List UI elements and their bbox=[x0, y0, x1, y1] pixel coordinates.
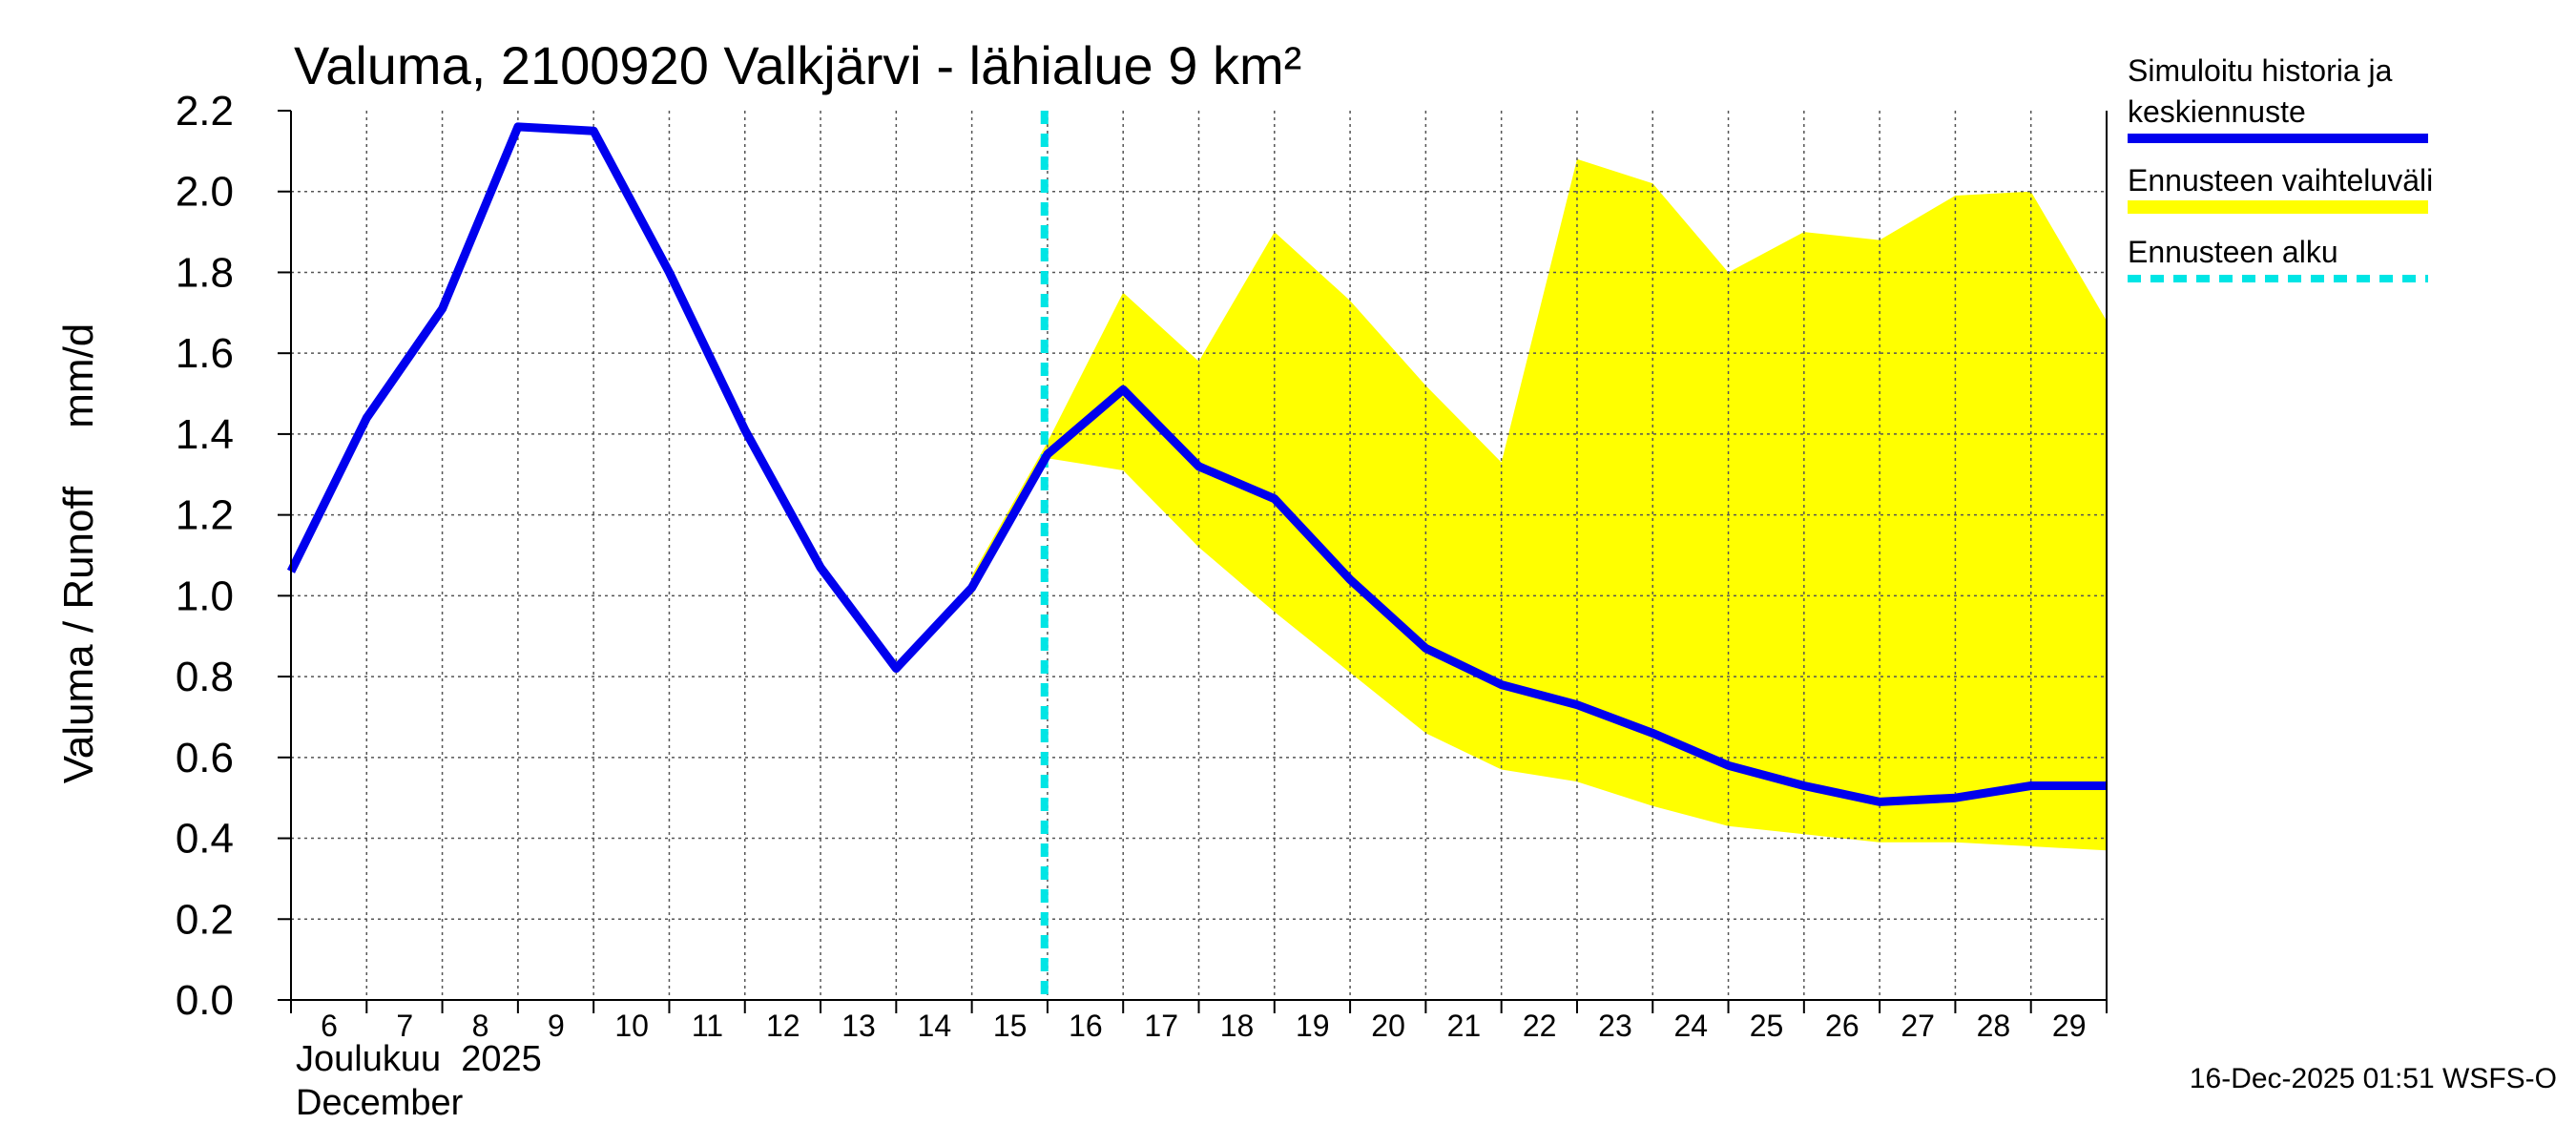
data-point bbox=[895, 667, 898, 670]
y-tick-label: 0.6 bbox=[176, 735, 234, 781]
x-tick-label: 22 bbox=[1523, 1009, 1557, 1043]
y-tick-label: 0.0 bbox=[176, 977, 234, 1024]
x-tick-label: 24 bbox=[1673, 1009, 1708, 1043]
data-point bbox=[592, 130, 595, 133]
x-tick-label: 29 bbox=[2052, 1009, 2087, 1043]
data-point bbox=[516, 125, 519, 128]
x-tick-label: 6 bbox=[321, 1009, 338, 1043]
y-tick-label: 1.6 bbox=[176, 330, 234, 377]
data-point bbox=[1802, 784, 1805, 787]
x-tick-label: 19 bbox=[1296, 1009, 1330, 1043]
y-tick-label: 0.8 bbox=[176, 654, 234, 700]
data-point bbox=[743, 428, 746, 431]
data-point bbox=[1424, 647, 1427, 650]
x-tick-label: 9 bbox=[548, 1009, 565, 1043]
x-tick-label: 16 bbox=[1069, 1009, 1103, 1043]
data-point bbox=[2029, 784, 2032, 787]
month-label-fi: Joulukuu 2025 bbox=[296, 1039, 542, 1079]
x-tick-label: 15 bbox=[993, 1009, 1028, 1043]
legend: Simuloitu historia ja keskiennuste Ennus… bbox=[2128, 53, 2433, 282]
data-point bbox=[1122, 388, 1125, 391]
y-axis-label: Valuma / Runoff mm/d bbox=[55, 323, 102, 784]
data-point bbox=[365, 416, 368, 419]
axes-layer: 0.0 0.2 0.4 0.6 0.8 1.0 1.2 1.4 1.6 1.8 2.0 2.2 6 7 8 9… bbox=[176, 88, 2108, 1043]
y-tick-label: 1.4 bbox=[176, 411, 234, 458]
x-tick-label: 17 bbox=[1144, 1009, 1178, 1043]
y-tick-label: 0.4 bbox=[176, 816, 234, 863]
data-point bbox=[1652, 732, 1654, 735]
grid-layer bbox=[291, 111, 2107, 1000]
y-tick-label: 2.2 bbox=[176, 88, 234, 135]
x-tick-label: 21 bbox=[1447, 1009, 1482, 1043]
data-point bbox=[668, 271, 671, 274]
y-tick-label: 0.2 bbox=[176, 896, 234, 943]
data-point bbox=[820, 566, 822, 569]
y-tick-label: 2.0 bbox=[176, 169, 234, 216]
x-tick-label: 10 bbox=[614, 1009, 649, 1043]
forecast-range-layer bbox=[971, 158, 2107, 851]
month-label-en: December bbox=[296, 1083, 464, 1123]
data-point bbox=[1954, 797, 1957, 800]
x-tick-label: 13 bbox=[841, 1009, 876, 1043]
x-tick-label: 27 bbox=[1901, 1009, 1935, 1043]
data-point bbox=[1197, 465, 1200, 468]
legend-forecast-start-label: Ennusteen alku bbox=[2128, 235, 2338, 269]
x-tick-label: 28 bbox=[1977, 1009, 2011, 1043]
legend-history-label-1: Simuloitu historia ja bbox=[2128, 53, 2393, 88]
data-point bbox=[1575, 703, 1578, 706]
x-tick-label: 25 bbox=[1750, 1009, 1784, 1043]
chart-title: Valuma, 2100920 Valkjärvi - lähialue 9 k… bbox=[294, 35, 1301, 95]
data-point bbox=[970, 586, 973, 589]
x-tick-label: 23 bbox=[1598, 1009, 1632, 1043]
legend-history-label-2: keskiennuste bbox=[2128, 94, 2306, 129]
x-tick-label: 7 bbox=[396, 1009, 413, 1043]
x-tick-label: 18 bbox=[1220, 1009, 1255, 1043]
y-tick-label: 1.2 bbox=[176, 492, 234, 539]
data-point bbox=[1349, 578, 1352, 581]
forecast-range-band bbox=[971, 158, 2107, 851]
y-tick-label: 1.0 bbox=[176, 572, 234, 619]
legend-range-label: Ennusteen vaihteluväli bbox=[2128, 163, 2433, 198]
timestamp: 16-Dec-2025 01:51 WSFS-O bbox=[2190, 1063, 2557, 1094]
x-tick-label: 26 bbox=[1825, 1009, 1859, 1043]
data-point bbox=[1500, 683, 1503, 686]
x-tick-label: 14 bbox=[918, 1009, 952, 1043]
x-tick-label: 8 bbox=[472, 1009, 489, 1043]
data-point bbox=[1879, 801, 1881, 803]
data-point bbox=[1046, 453, 1049, 456]
y-tick-label: 1.8 bbox=[176, 249, 234, 296]
x-tick-label: 20 bbox=[1371, 1009, 1405, 1043]
x-tick-label: 12 bbox=[766, 1009, 800, 1043]
data-point bbox=[1727, 764, 1730, 767]
data-point bbox=[441, 307, 444, 310]
x-tick-label: 11 bbox=[692, 1009, 723, 1043]
data-point bbox=[1273, 497, 1276, 500]
